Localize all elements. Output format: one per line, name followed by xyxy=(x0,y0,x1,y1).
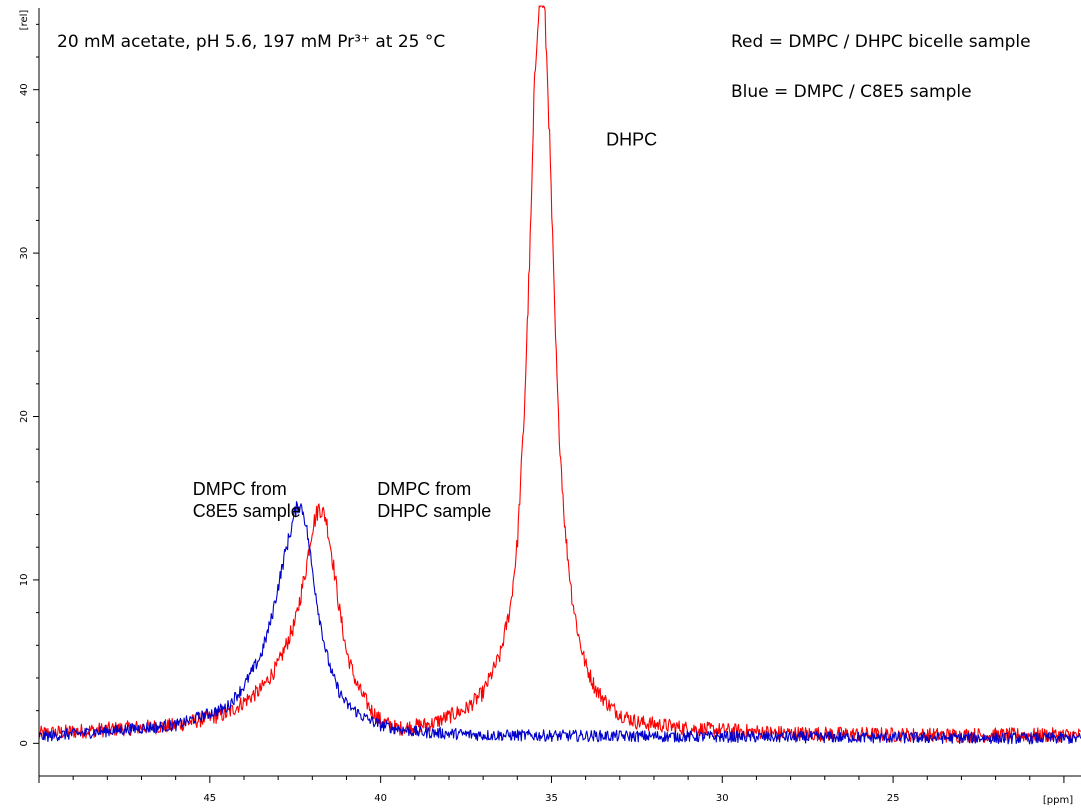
annotation-line: DMPC from xyxy=(193,479,287,499)
x-unit-label: [ppm] xyxy=(1043,795,1073,806)
legend-entry-blue: Blue = DMPC / C8E5 sample xyxy=(731,82,972,102)
y-tick-label: 10 xyxy=(19,574,30,587)
x-tick-label: 45 xyxy=(203,793,216,804)
x-tick-label: 35 xyxy=(545,793,558,804)
x-tick-label: 30 xyxy=(716,793,729,804)
annotation-line: DHPC xyxy=(606,129,657,149)
annotation-line: DMPC from xyxy=(377,479,471,499)
condition-label: 20 mM acetate, pH 5.6, 197 mM Pr³⁺ at 25… xyxy=(57,32,445,52)
y-tick-label: 0 xyxy=(19,740,30,746)
x-tick-label: 40 xyxy=(374,793,387,804)
peak-annotation: DMPC from C8E5 sample xyxy=(193,479,301,521)
peak-annotation: DMPC from DHPC sample xyxy=(377,479,491,521)
peak-annotation: DHPC xyxy=(606,129,657,149)
series-line-blue xyxy=(38,501,1081,745)
legend-entry-red: Red = DMPC / DHPC bicelle sample xyxy=(731,32,1031,52)
x-tick-label: 25 xyxy=(887,793,900,804)
axis-layer: 0 10 20 30 40 [rel] 45 40 35 30 25 [ppm] xyxy=(19,10,1073,806)
annotation-line: C8E5 sample xyxy=(193,501,301,521)
annotation-line: DHPC sample xyxy=(377,501,491,521)
y-tick-label: 20 xyxy=(19,410,30,423)
series-layer xyxy=(38,5,1081,745)
y-tick-label: 30 xyxy=(19,247,30,260)
y-tick-label: 40 xyxy=(19,83,30,96)
y-unit-label: [rel] xyxy=(19,10,30,31)
